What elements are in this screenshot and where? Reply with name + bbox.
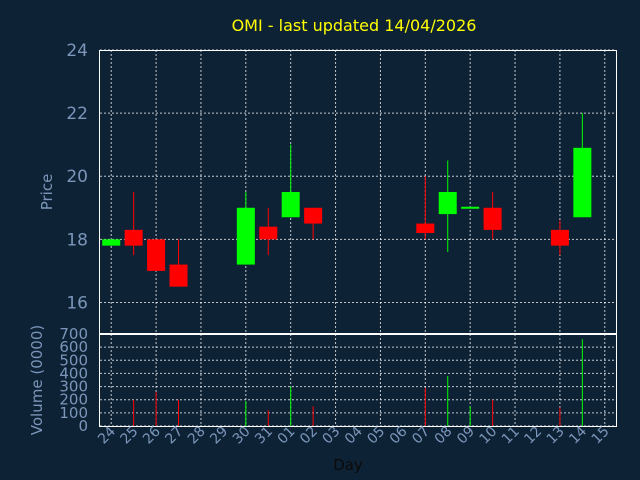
price-tick-label: 22 [66,104,88,124]
price-y-ticks: 16 18 20 22 24 [66,41,88,313]
candle [124,192,143,256]
chart-title: OMI - last updated 14/04/2026 [232,16,477,35]
volume-tick-label: 200 [59,391,88,409]
candle [304,207,323,240]
candle-body [550,229,569,246]
volume-tick-label: 100 [59,404,88,422]
candle-body [169,264,188,287]
candle [483,192,502,240]
candle-body [259,226,278,240]
candle-body [573,147,592,218]
volume-bars [133,339,583,426]
candle [236,192,255,265]
candles [102,113,592,287]
candle [281,144,300,218]
price-tick-label: 18 [66,230,88,250]
volume-tick-label: 600 [59,338,88,356]
price-tick-label: 24 [66,41,88,61]
candle-body [236,207,255,265]
volume-tick-label: 700 [59,325,88,343]
candle [416,176,435,240]
candle [259,207,278,256]
candle-body [147,239,166,271]
candle-body [124,229,143,246]
price-axis-label: Price [38,174,56,211]
candle-body [102,239,121,246]
candle-body [304,207,323,224]
candle [550,220,569,256]
price-tick-label: 16 [66,293,88,313]
volume-frame [99,334,617,427]
candle [573,113,592,218]
x-ticks: 2425262728293031010203040506070809101112… [95,423,612,447]
candle [147,239,166,271]
volume-tick-label: 0 [78,417,88,435]
candle [438,160,457,252]
candle [102,239,121,246]
candle-body [281,192,300,218]
volume-tick-label: 300 [59,378,88,396]
price-tick-label: 20 [66,167,88,187]
candle [169,239,188,287]
volume-axis-label: Volume (0000) [28,325,46,435]
candle-body [483,207,502,230]
volume-tick-label: 500 [59,351,88,369]
candle-body [416,223,435,234]
x-axis-label: Day [333,456,363,474]
candle-body [438,192,457,215]
volume-tick-label: 400 [59,364,88,382]
